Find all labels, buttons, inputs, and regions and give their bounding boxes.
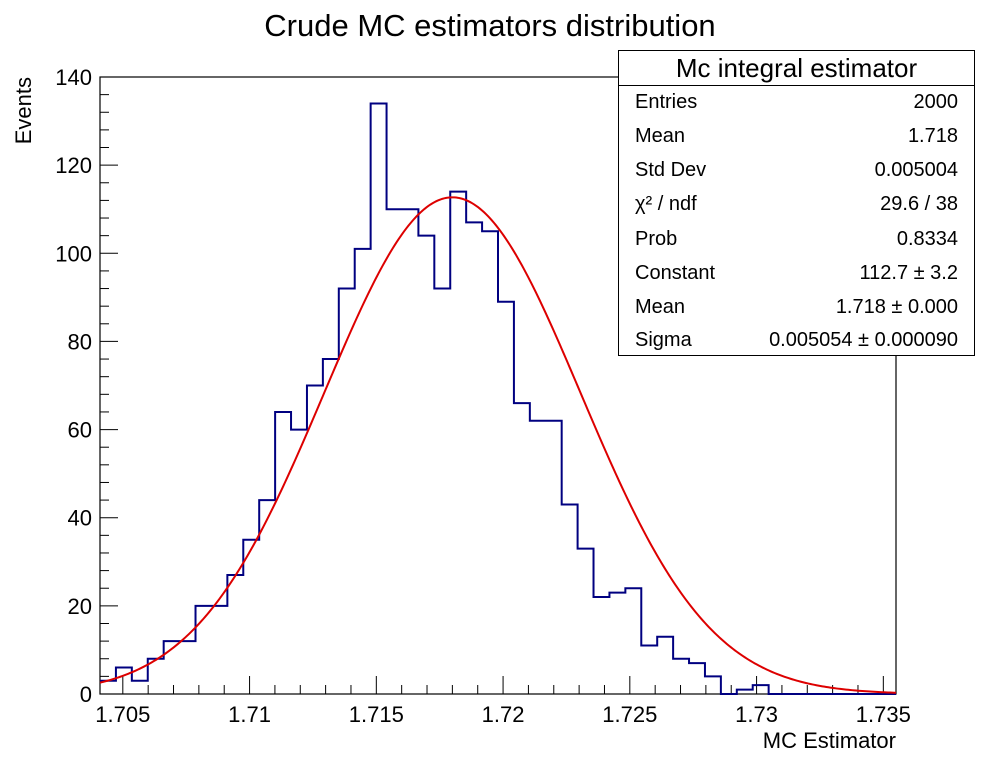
stats-value: 29.6 / 38: [880, 193, 958, 215]
stats-label: Prob: [635, 228, 678, 250]
x-tick-label: 1.72: [482, 702, 525, 727]
stats-value: 2000: [913, 91, 959, 113]
y-tick-label: 120: [55, 153, 92, 178]
y-axis-label: Events: [11, 77, 36, 144]
stats-label: Entries: [635, 91, 698, 113]
stats-value: 0.8334: [896, 228, 958, 250]
stats-row-sigma: Sigma 0.005054 ± 0.000090: [635, 329, 958, 355]
x-tick-label: 1.73: [735, 702, 778, 727]
stats-label: Constant: [635, 262, 716, 284]
stats-row-fit-mean: Mean 1.718 ± 0.000: [635, 296, 958, 322]
stats-box: Mc integral estimator Entries 2000 Mean …: [618, 50, 975, 356]
stats-value: 1.718: [907, 125, 958, 147]
stats-row-stddev: Std Dev 0.005004: [635, 159, 958, 185]
y-tick-label: 100: [55, 241, 92, 266]
stats-value: 112.7 ± 3.2: [859, 262, 958, 284]
stats-value: 1.718 ± 0.000: [835, 296, 958, 318]
stats-label: χ² / ndf: [635, 193, 697, 215]
stats-label: Std Dev: [635, 159, 707, 181]
stats-value: 0.005004: [874, 159, 958, 181]
stats-title: Mc integral estimator: [619, 51, 974, 86]
stats-row-chi2: χ² / ndf 29.6 / 38: [635, 193, 958, 219]
x-tick-label: 1.71: [228, 702, 271, 727]
x-tick-label: 1.735: [856, 702, 911, 727]
stats-row-entries: Entries 2000: [635, 91, 958, 117]
stats-value: 0.005054 ± 0.000090: [769, 329, 958, 351]
x-axis-label: MC Estimator: [763, 728, 896, 753]
y-tick-label: 80: [68, 329, 92, 354]
stats-label: Mean: [635, 296, 686, 318]
chart-title: Crude MC estimators distribution: [264, 8, 716, 43]
y-tick-label: 140: [55, 65, 92, 90]
stats-label: Mean: [635, 125, 686, 147]
x-tick-label: 1.705: [95, 702, 150, 727]
stats-row-mean: Mean 1.718: [635, 125, 958, 151]
stats-label: Sigma: [635, 329, 692, 351]
x-tick-label: 1.725: [602, 702, 657, 727]
histogram-line: [100, 102, 896, 695]
y-tick-label: 20: [68, 594, 92, 619]
x-tick-label: 1.715: [349, 702, 404, 727]
fit-curve: [99, 196, 897, 694]
plot-frame: [99, 76, 897, 695]
y-tick-label: 0: [80, 682, 92, 707]
y-tick-label: 60: [68, 418, 92, 443]
stats-row-prob: Prob 0.8334: [635, 228, 958, 254]
stats-row-constant: Constant 112.7 ± 3.2: [635, 262, 958, 288]
y-tick-label: 40: [68, 506, 92, 531]
